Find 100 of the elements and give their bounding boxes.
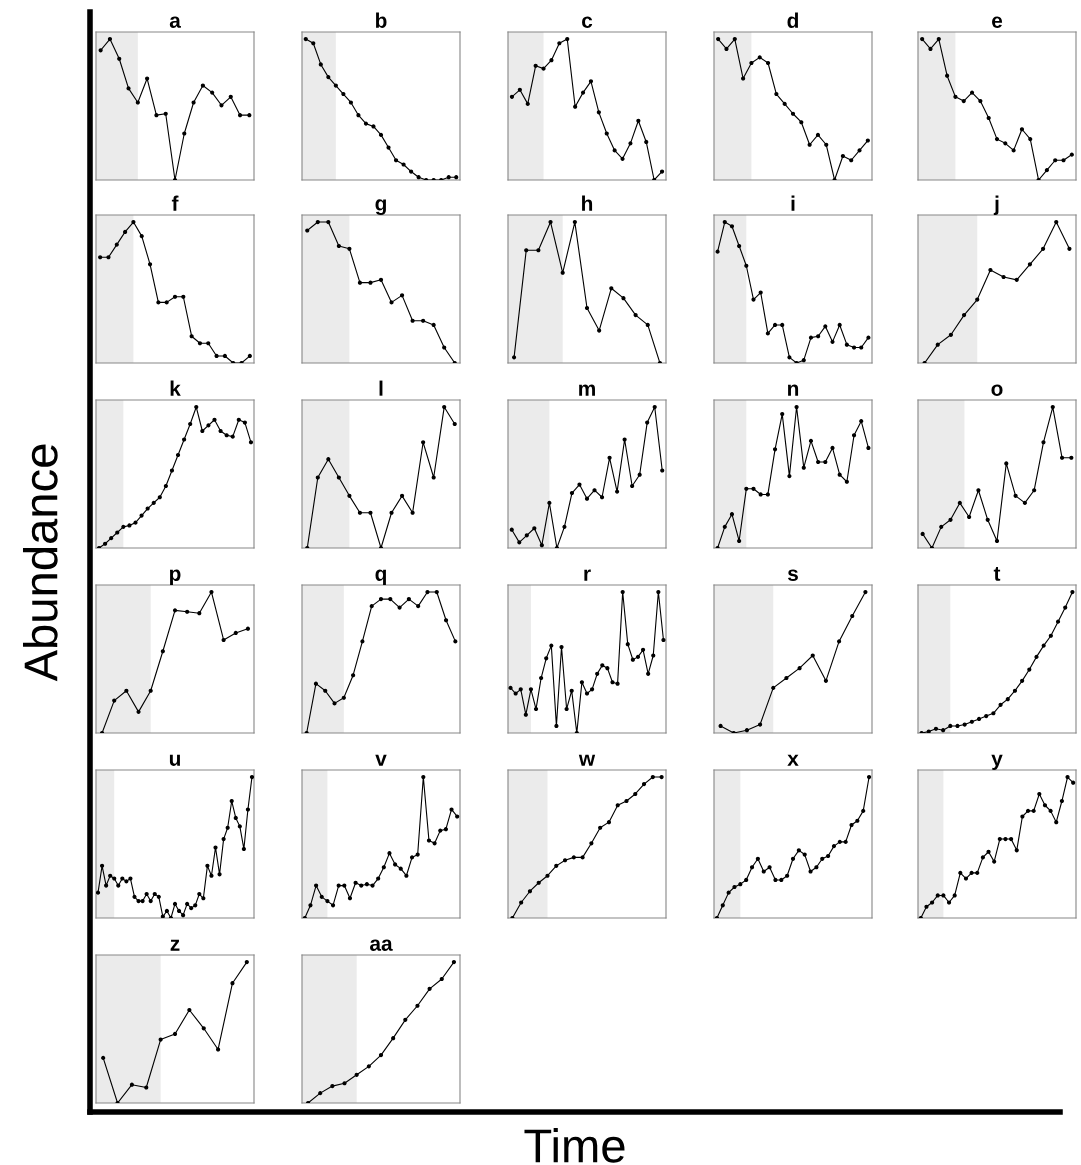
- point: [442, 404, 447, 410]
- point: [794, 360, 799, 363]
- point: [557, 41, 562, 46]
- point: [930, 900, 935, 905]
- point: [1036, 177, 1041, 180]
- point: [409, 855, 415, 860]
- point: [189, 334, 194, 339]
- point: [454, 175, 459, 180]
- point: [577, 482, 582, 487]
- point: [517, 540, 522, 545]
- point: [145, 506, 150, 511]
- point: [765, 331, 770, 336]
- point: [399, 493, 405, 498]
- point: [955, 723, 960, 729]
- point: [1048, 633, 1053, 638]
- point: [518, 687, 523, 692]
- point: [427, 986, 432, 991]
- point: [388, 597, 393, 602]
- point: [451, 959, 457, 965]
- point: [787, 474, 792, 479]
- point: [796, 848, 801, 853]
- point: [580, 855, 585, 860]
- point: [866, 335, 871, 340]
- point: [532, 526, 537, 531]
- point: [761, 869, 766, 874]
- point: [1013, 493, 1018, 498]
- point: [364, 882, 369, 887]
- chart-title: s: [787, 569, 798, 581]
- point: [630, 483, 635, 489]
- point: [348, 100, 353, 105]
- point: [980, 855, 985, 860]
- chart-title: p: [170, 569, 181, 585]
- chart-title: m: [579, 384, 595, 396]
- chart-title: j: [993, 195, 999, 215]
- point: [439, 976, 444, 982]
- point: [850, 613, 855, 619]
- point: [651, 653, 656, 658]
- point: [729, 224, 735, 229]
- point: [986, 849, 991, 854]
- point: [976, 716, 982, 721]
- point: [330, 1084, 335, 1089]
- point: [994, 538, 1000, 544]
- point: [247, 353, 252, 359]
- point: [554, 863, 559, 868]
- point: [247, 113, 252, 118]
- point: [169, 468, 175, 473]
- point: [984, 714, 989, 719]
- point: [985, 517, 990, 522]
- point: [533, 706, 539, 712]
- point: [303, 36, 308, 42]
- point: [103, 541, 108, 546]
- point: [755, 856, 760, 861]
- point: [314, 883, 319, 888]
- point: [720, 903, 725, 908]
- point: [315, 219, 320, 225]
- point: [455, 814, 460, 819]
- point: [156, 300, 161, 305]
- point: [1069, 455, 1074, 460]
- point: [998, 702, 1003, 707]
- point: [409, 169, 414, 174]
- point: [808, 335, 814, 340]
- point: [233, 815, 238, 821]
- point: [922, 360, 927, 363]
- point: [139, 513, 144, 518]
- point: [124, 879, 129, 884]
- chart-title: d: [787, 12, 798, 28]
- point: [790, 856, 796, 861]
- point: [127, 523, 132, 528]
- point: [230, 981, 235, 986]
- point: [751, 486, 756, 491]
- point: [443, 618, 449, 623]
- point: [836, 639, 842, 644]
- chart-title: t: [993, 567, 1001, 581]
- point: [1001, 274, 1006, 280]
- point: [446, 175, 451, 180]
- point: [967, 514, 972, 520]
- point: [849, 822, 854, 828]
- point: [185, 901, 190, 906]
- point: [597, 328, 602, 333]
- point: [773, 877, 778, 883]
- point: [1022, 500, 1027, 505]
- point: [637, 472, 642, 477]
- point: [416, 175, 421, 180]
- point: [823, 324, 828, 329]
- point: [347, 493, 352, 498]
- point: [194, 404, 199, 410]
- point: [107, 36, 113, 42]
- point: [549, 58, 554, 63]
- point: [116, 883, 121, 888]
- point: [145, 76, 150, 81]
- point: [144, 891, 149, 897]
- point: [744, 728, 750, 733]
- point: [815, 132, 821, 137]
- point: [799, 120, 804, 125]
- point: [548, 219, 553, 225]
- point: [434, 589, 439, 595]
- point: [635, 654, 641, 659]
- point: [1020, 678, 1025, 683]
- point: [939, 524, 944, 529]
- point: [715, 545, 720, 548]
